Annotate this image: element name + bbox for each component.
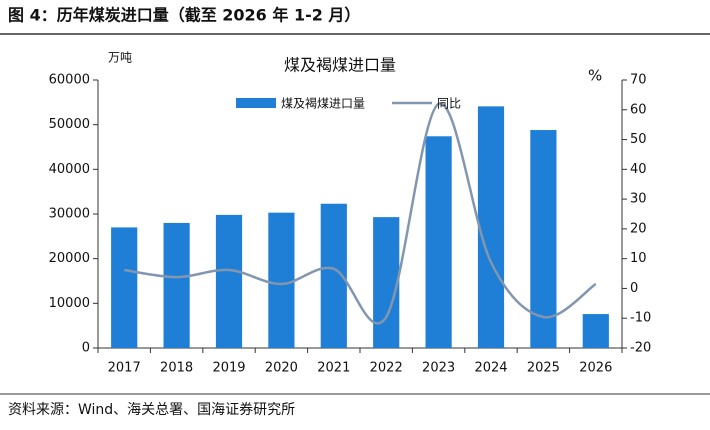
- x-tick-label: 2025: [527, 361, 560, 376]
- figure-header: 图 4：历年煤炭进口量（截至 2026 年 1-2 月）: [8, 6, 360, 25]
- x-tick-label: 2017: [108, 361, 141, 376]
- x-tick-label: 2018: [160, 361, 193, 376]
- y-axis-unit: 万吨: [108, 51, 132, 65]
- y-tick-label: 10000: [49, 296, 90, 311]
- x-tick-label: 2023: [422, 361, 455, 376]
- legend-label: 煤及褐煤进口量: [281, 96, 365, 111]
- y2-axis-unit: %: [588, 67, 602, 85]
- chart-title: 煤及褐煤进口量: [284, 56, 396, 75]
- bar: [373, 217, 400, 348]
- y2-tick-label: 30: [630, 192, 647, 207]
- x-tick-label: 2026: [579, 361, 612, 376]
- x-tick-label: 2019: [212, 361, 245, 376]
- y2-tick-label: 40: [630, 162, 647, 177]
- y-tick-label: 50000: [49, 117, 90, 132]
- bar: [215, 214, 243, 348]
- y2-tick-label: 0: [630, 281, 638, 296]
- x-tick-label: 2021: [317, 361, 350, 376]
- legend-label: 同比: [437, 97, 461, 111]
- source-note: 资料来源：Wind、海关总署、国海证券研究所: [8, 402, 295, 418]
- y-tick-label: 30000: [49, 207, 90, 222]
- bar: [268, 212, 295, 348]
- y2-tick-label: 70: [630, 73, 647, 88]
- legend-swatch: [236, 98, 276, 108]
- y-tick-label: 20000: [49, 251, 90, 266]
- bar: [425, 136, 452, 348]
- bar: [111, 227, 138, 348]
- bar: [163, 222, 190, 348]
- x-tick-label: 2022: [370, 361, 403, 376]
- x-tick-label: 2020: [265, 361, 298, 376]
- y-tick-label: 60000: [49, 73, 90, 88]
- y2-tick-label: -10: [630, 311, 651, 326]
- bar: [530, 130, 557, 348]
- bar: [477, 106, 505, 348]
- y2-tick-label: 60: [630, 102, 647, 117]
- x-tick-label: 2024: [474, 361, 507, 376]
- y2-tick-label: 10: [630, 251, 647, 266]
- y-tick-label: 0: [82, 341, 90, 356]
- y2-tick-label: -20: [630, 341, 651, 356]
- y-tick-label: 40000: [49, 162, 90, 177]
- line: [124, 102, 597, 325]
- y2-tick-label: 50: [630, 132, 647, 147]
- y2-tick-label: 20: [630, 221, 647, 236]
- bar: [582, 314, 609, 348]
